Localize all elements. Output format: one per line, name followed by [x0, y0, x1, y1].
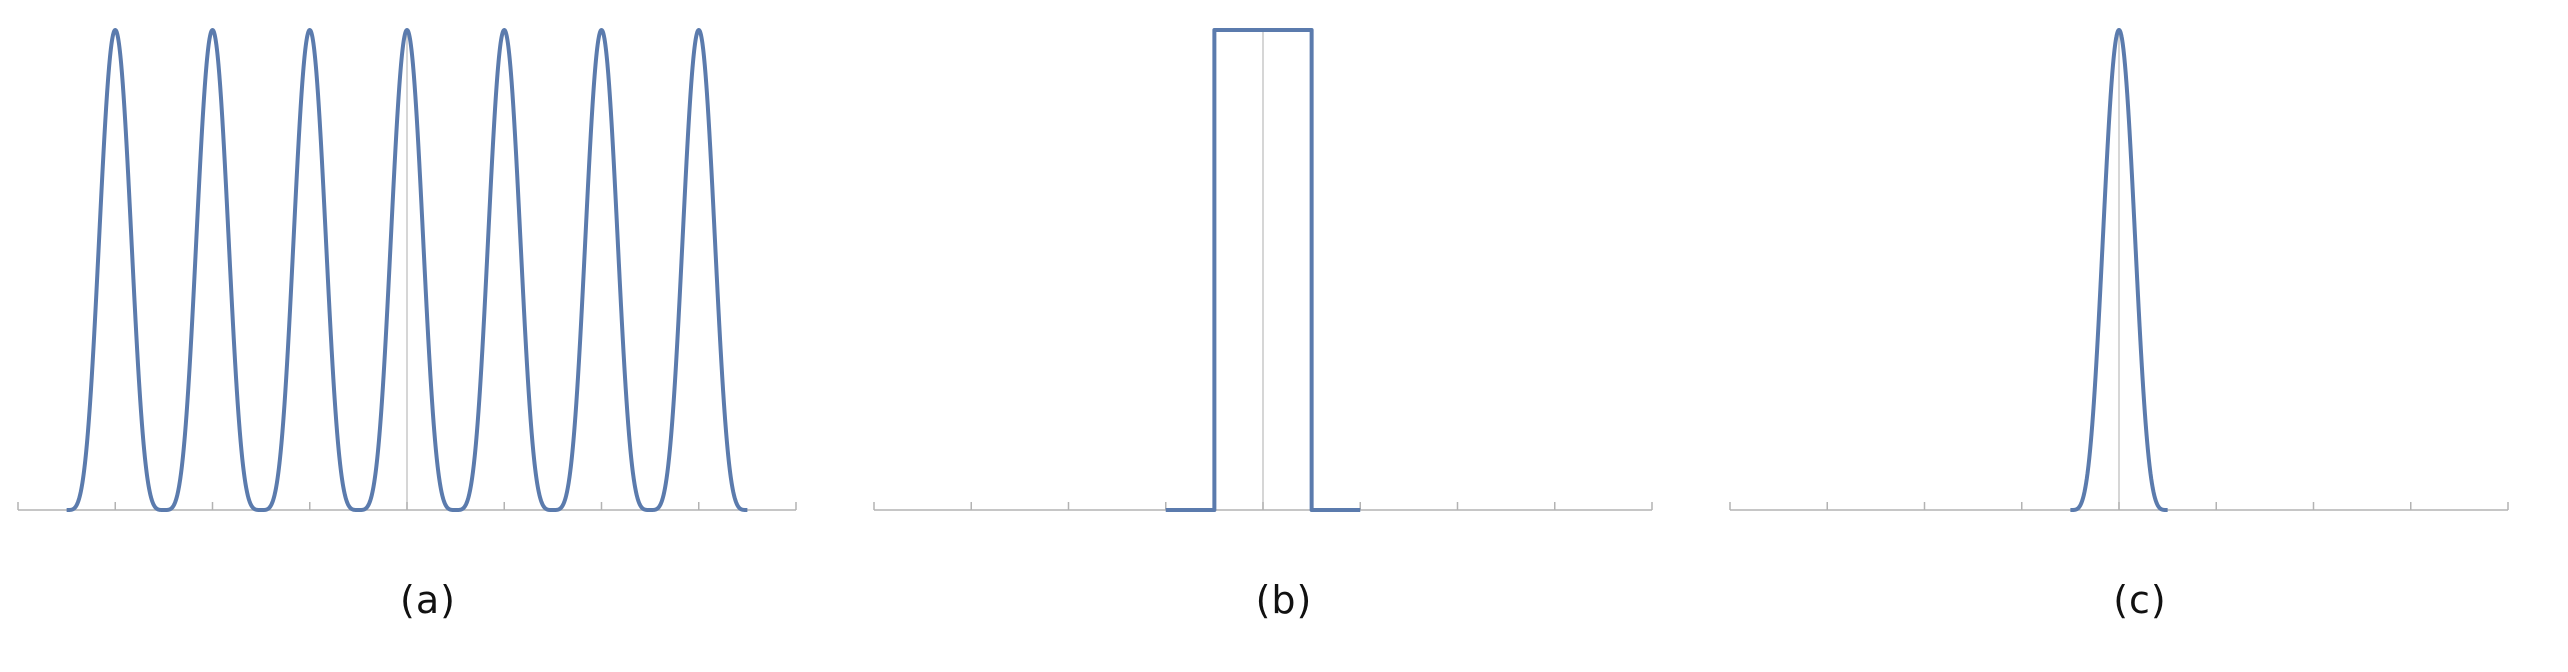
panel-label-c: (c): [2113, 578, 2167, 622]
series-line: [65, 28, 749, 512]
series-line: [1165, 28, 1361, 512]
chart-b: [873, 28, 1653, 512]
series-line: [2068, 28, 2170, 512]
chart-a: [17, 28, 797, 512]
chart-c: [1729, 28, 2509, 512]
panel-label-a: (a): [400, 578, 456, 622]
panel-c: (c): [1712, 0, 2568, 672]
panel-b: (b): [856, 0, 1712, 672]
panel-label-b: (b): [1255, 578, 1313, 622]
panel-a: (a): [0, 0, 856, 672]
